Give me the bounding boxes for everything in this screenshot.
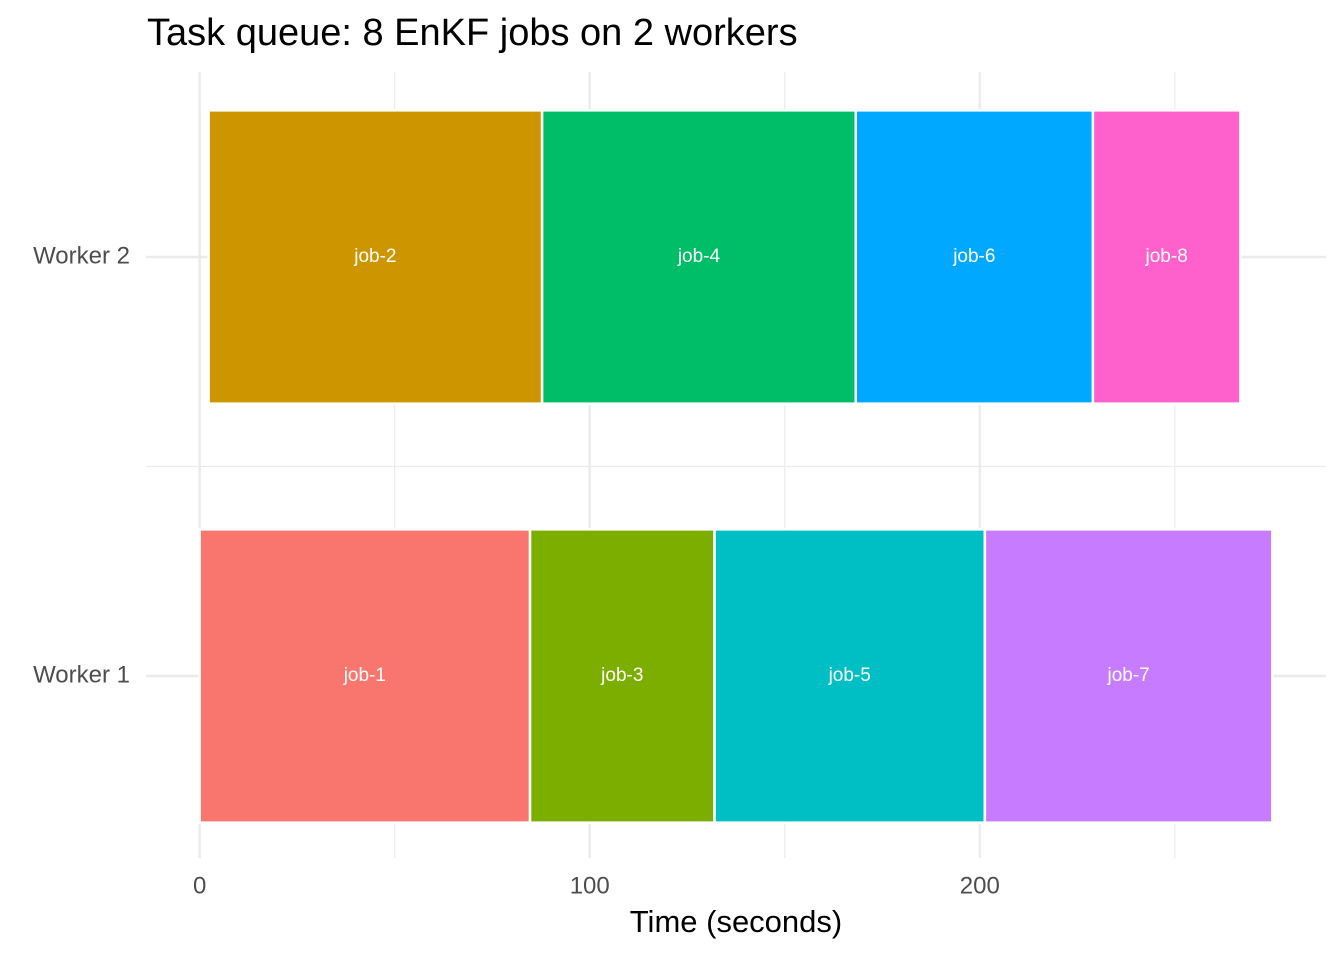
- chart-title: Task queue: 8 EnKF jobs on 2 workers: [147, 12, 798, 54]
- task-bar: [983, 528, 1274, 824]
- x-tick-label: 100: [570, 872, 610, 899]
- task-label: job-6: [952, 246, 995, 267]
- x-tick-label: 0: [193, 872, 206, 899]
- task-label: job-3: [600, 665, 643, 686]
- task-bar: [528, 528, 716, 824]
- task-label: job-4: [677, 246, 721, 267]
- task-bar: [540, 109, 858, 405]
- x-axis-title: Time (seconds): [630, 904, 842, 939]
- y-tick-label: Worker 1: [33, 661, 130, 688]
- task-label: job-5: [828, 665, 871, 686]
- task-label: job-1: [343, 665, 386, 686]
- task-label: job-2: [353, 246, 396, 267]
- task-bar: [1091, 109, 1242, 405]
- task-label: job-8: [1145, 246, 1188, 267]
- task-label: job-7: [1106, 665, 1149, 686]
- task-bar: [207, 109, 544, 405]
- task-bar: [713, 528, 987, 824]
- task-bar: [854, 109, 1095, 405]
- y-tick-label: Worker 2: [33, 242, 130, 269]
- x-tick-label: 200: [960, 872, 1000, 899]
